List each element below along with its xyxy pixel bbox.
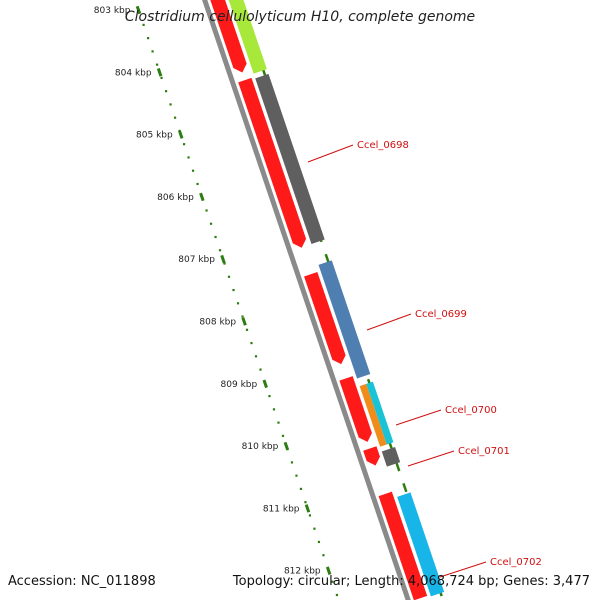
ruler-dot xyxy=(241,315,244,318)
gene-feature-ccel-0702 xyxy=(397,492,445,597)
ruler-tick xyxy=(304,504,311,513)
ruler-tick-label: 809 kbp xyxy=(221,380,258,390)
ruler-dot xyxy=(169,103,172,106)
gene-label-leader xyxy=(407,450,455,467)
ruler-dot xyxy=(191,169,195,172)
ruler-dot xyxy=(299,487,303,491)
accession-label: Accession: NC_011898 xyxy=(8,574,156,589)
ruler-dot xyxy=(308,514,312,517)
ruler-dot xyxy=(173,116,177,119)
ruler-tick-label: 807 kbp xyxy=(178,255,215,265)
gene-label-ccel-0699: Ccel_0699 xyxy=(415,309,467,320)
cds-feature xyxy=(210,0,247,73)
ruler-dot xyxy=(259,368,262,371)
cds-feature xyxy=(304,271,346,365)
feature-track-dash xyxy=(402,482,408,493)
gene-feature-ccel-0701 xyxy=(381,446,401,467)
ruler-dot xyxy=(151,50,154,53)
ruler-dot xyxy=(272,408,276,411)
ruler-dot xyxy=(146,37,150,40)
ruler-tick-label: 812 kbp xyxy=(284,567,321,577)
gene-feature-ccel-0700-strand xyxy=(366,381,394,445)
feature-track-dash xyxy=(324,253,330,264)
gene-label-leader xyxy=(439,561,487,578)
cds-feature xyxy=(238,77,307,248)
genome-title: Clostridium cellulolyticum H10, complete… xyxy=(124,9,476,25)
ruler-dot xyxy=(295,474,298,477)
gene-feature-ccel-0700 xyxy=(359,383,387,447)
cds-feature xyxy=(378,491,428,600)
gene-label-leader xyxy=(366,313,412,331)
ruler-tick-label: 804 kbp xyxy=(115,68,152,78)
ruler-dot xyxy=(214,235,217,239)
ruler-dot xyxy=(290,461,294,464)
ruler-dot xyxy=(277,421,280,424)
ruler-dot xyxy=(205,209,208,212)
ruler-dot xyxy=(236,302,240,305)
ruler-dot xyxy=(164,90,168,93)
ruler-dot xyxy=(142,23,145,26)
ruler-dot xyxy=(268,395,271,398)
ruler-tick-label: 810 kbp xyxy=(242,442,279,452)
ruler-dot xyxy=(209,222,213,225)
ruler-dot xyxy=(281,434,285,437)
ruler-tick-label: 805 kbp xyxy=(136,131,173,141)
ruler-tick xyxy=(220,254,226,264)
gene-label-leader xyxy=(307,144,354,163)
ruler-dot xyxy=(331,580,334,583)
ruler-dot xyxy=(196,182,199,186)
ruler-dot xyxy=(187,156,190,159)
ruler-dot xyxy=(245,328,249,331)
gene-feature-ccel-0698 xyxy=(255,73,325,245)
gene-feature-ccel-0699 xyxy=(318,260,371,379)
ruler-dot xyxy=(223,262,226,265)
gene-label-ccel-0701: Ccel_0701 xyxy=(458,446,510,457)
ruler-dot xyxy=(313,527,316,530)
ruler-dot xyxy=(155,63,159,66)
sequence-backbone xyxy=(202,0,411,600)
ruler-dot xyxy=(250,341,253,345)
upstream-feature xyxy=(228,0,267,74)
ruler-dot xyxy=(317,540,321,544)
ruler-dot xyxy=(254,355,258,358)
ruler-tick xyxy=(178,130,184,139)
ruler-dot xyxy=(218,249,222,252)
gene-label-ccel-0698: Ccel_0698 xyxy=(357,140,409,151)
ruler-tick-label: 811 kbp xyxy=(263,504,300,514)
ruler-dot xyxy=(227,275,231,278)
ruler-dot xyxy=(160,76,163,80)
ruler-tick-label: 808 kbp xyxy=(199,318,236,328)
gene-label-leader xyxy=(395,409,442,426)
gene-label-ccel-0700: Ccel_0700 xyxy=(445,405,497,416)
ruler-tick-label: 803 kbp xyxy=(94,6,131,16)
cds-feature xyxy=(339,376,372,442)
ruler-tick-label: 806 kbp xyxy=(157,193,194,203)
ruler-tick xyxy=(241,317,247,326)
ruler-tick xyxy=(325,566,332,575)
ruler-dot xyxy=(182,143,186,146)
ruler-tick xyxy=(283,441,290,451)
gene-label-ccel-0702: Ccel_0702 xyxy=(490,557,542,568)
ruler-dot xyxy=(322,554,325,557)
feature-track-dash xyxy=(395,462,401,472)
ruler-dot xyxy=(335,593,339,597)
ruler-dot xyxy=(232,288,235,292)
ruler-dot xyxy=(304,501,307,504)
ruler-tick xyxy=(156,68,163,77)
cds-feature xyxy=(363,446,380,466)
ruler-tick xyxy=(262,379,268,389)
ruler-tick xyxy=(199,192,205,202)
genome-summary: Topology: circular; Length: 4,068,724 bp… xyxy=(232,574,590,589)
ruler-tick xyxy=(135,5,142,15)
